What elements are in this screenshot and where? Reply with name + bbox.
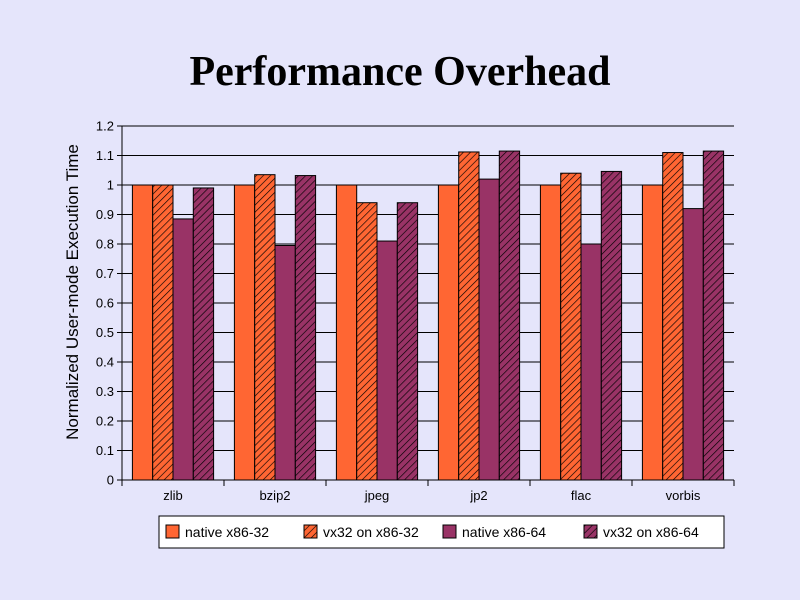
- chart-title: Performance Overhead: [189, 49, 611, 95]
- x-tick-label: flac: [571, 488, 592, 503]
- legend-label: vx32 on x86-64: [603, 524, 699, 540]
- bar-flac-native-x86-32: [539, 184, 562, 481]
- bar-jpeg-vx32-on-x86-64: [396, 202, 419, 481]
- y-tick-label: 0.3: [96, 384, 114, 399]
- bar-zlib-native-x86-64: [172, 218, 194, 481]
- gridlines: [122, 125, 734, 451]
- legend-box: [158, 515, 725, 549]
- bar-flac-vx32-on-x86-32: [560, 172, 582, 481]
- y-tick-label: 1: [107, 178, 114, 193]
- legend-label: native x86-32: [185, 524, 269, 540]
- x-tick-label: jpeg: [364, 488, 390, 503]
- bar-jp2-vx32-on-x86-32: [458, 151, 480, 481]
- y-tick-label: 1.1: [96, 148, 114, 163]
- y-tick-label: 0.7: [96, 266, 114, 281]
- y-axis-title: Normalized User-mode Execution Time: [63, 144, 82, 440]
- y-tick-label: 0.4: [96, 355, 114, 370]
- legend-swatch: [583, 524, 598, 539]
- bar-jpeg-vx32-on-x86-32: [356, 202, 378, 481]
- bar-zlib-native-x86-32: [131, 184, 154, 481]
- y-tick-label: 0: [107, 473, 114, 488]
- bar-bzip2-native-x86-64: [274, 244, 296, 481]
- bar-bzip2-vx32-on-x86-64: [294, 175, 317, 481]
- y-tick-label: 0.2: [96, 414, 114, 429]
- legend-label: native x86-64: [462, 524, 546, 540]
- bar-jp2-native-x86-32: [437, 184, 460, 481]
- bar-flac-vx32-on-x86-64: [600, 170, 623, 481]
- legend-swatch: [442, 524, 457, 539]
- legend-swatch: [303, 524, 318, 539]
- y-tick-label: 0.9: [96, 207, 114, 222]
- bar-vorbis-native-x86-64: [682, 208, 704, 481]
- x-tick-label: vorbis: [666, 488, 701, 503]
- legend: native x86-32 vx32 on x86-32 native x86-64…: [158, 515, 725, 549]
- legend-label: vx32 on x86-32: [323, 524, 419, 540]
- x-tick-labels: zlib bzip2 jpeg jp2 flac vorbis: [163, 488, 701, 503]
- bar-flac-native-x86-64: [580, 243, 602, 481]
- x-tick-label: bzip2: [259, 488, 290, 503]
- legend-swatch: [165, 524, 180, 539]
- bar-vorbis-native-x86-32: [641, 184, 664, 481]
- y-tick-label: 0.1: [96, 443, 114, 458]
- y-tick-label: 0.8: [96, 237, 114, 252]
- bars: [131, 150, 725, 481]
- bar-jp2-vx32-on-x86-64: [498, 150, 521, 481]
- y-tick-labels: 0 0.1 0.2 0.3 0.4 0.5 0.6 0.7 0.8 0.9 1 1.1 1.2: [96, 119, 114, 488]
- y-tick-label: 1.2: [96, 119, 114, 134]
- x-tick-label: zlib: [163, 488, 183, 503]
- y-tick-label: 0.5: [96, 325, 114, 340]
- bar-bzip2-vx32-on-x86-32: [254, 174, 276, 481]
- y-tick-label: 0.6: [96, 296, 114, 311]
- bar-jpeg-native-x86-32: [335, 184, 358, 481]
- bar-zlib-vx32-on-x86-64: [192, 187, 215, 481]
- bar-vorbis-vx32-on-x86-32: [662, 152, 684, 481]
- bar-bzip2-native-x86-32: [233, 184, 256, 481]
- bar-jp2-native-x86-64: [478, 178, 500, 481]
- x-tick-label: jp2: [469, 488, 487, 503]
- bar-vorbis-vx32-on-x86-64: [702, 150, 725, 481]
- axes: [117, 125, 735, 486]
- bar-zlib-vx32-on-x86-32: [152, 184, 174, 481]
- bar-jpeg-native-x86-64: [376, 240, 398, 481]
